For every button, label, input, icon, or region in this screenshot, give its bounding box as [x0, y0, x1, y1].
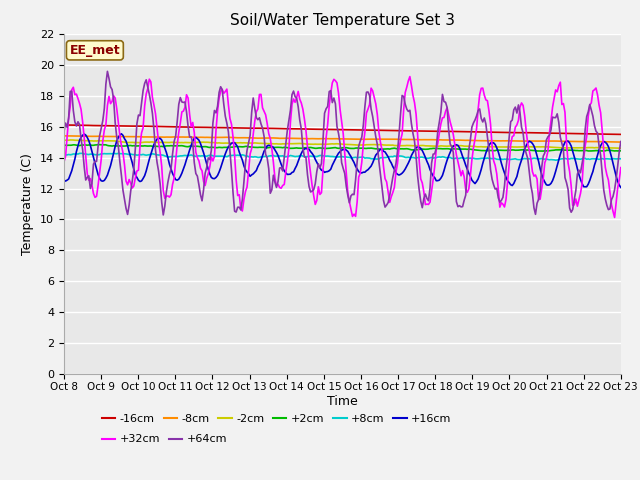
Text: EE_met: EE_met: [70, 44, 120, 57]
-2cm: [588, 145, 595, 151]
+16cm: [617, 184, 625, 190]
+16cm: [588, 173, 595, 179]
+2cm: [589, 148, 596, 154]
+64cm: [130, 166, 138, 172]
+64cm: [617, 139, 625, 144]
-2cm: [255, 141, 263, 146]
-8cm: [586, 139, 594, 144]
Line: -8cm: -8cm: [64, 136, 621, 142]
+2cm: [130, 143, 138, 148]
-16cm: [60, 122, 68, 128]
Line: -2cm: -2cm: [64, 140, 621, 148]
+2cm: [255, 144, 263, 150]
-2cm: [305, 141, 313, 147]
-8cm: [244, 135, 252, 141]
-8cm: [60, 133, 68, 139]
+16cm: [305, 146, 313, 152]
Title: Soil/Water Temperature Set 3: Soil/Water Temperature Set 3: [230, 13, 455, 28]
Line: +2cm: +2cm: [64, 144, 621, 151]
+8cm: [228, 153, 236, 158]
+2cm: [617, 148, 625, 154]
-2cm: [228, 140, 236, 146]
-16cm: [303, 126, 311, 132]
+8cm: [552, 157, 559, 163]
+16cm: [130, 166, 138, 172]
+32cm: [588, 100, 595, 106]
+16cm: [255, 161, 263, 167]
+2cm: [246, 144, 254, 150]
+64cm: [229, 190, 237, 196]
-2cm: [130, 140, 138, 145]
-16cm: [617, 132, 625, 137]
-16cm: [244, 125, 252, 131]
-2cm: [60, 137, 68, 143]
-8cm: [617, 139, 625, 145]
Y-axis label: Temperature (C): Temperature (C): [22, 153, 35, 255]
-16cm: [226, 125, 234, 131]
-8cm: [303, 136, 311, 142]
+64cm: [60, 129, 68, 134]
-8cm: [226, 134, 234, 140]
+8cm: [110, 150, 118, 156]
-2cm: [246, 140, 254, 146]
-8cm: [254, 135, 262, 141]
+8cm: [60, 152, 68, 158]
Line: +64cm: +64cm: [64, 72, 621, 215]
+2cm: [305, 144, 313, 150]
+32cm: [226, 116, 234, 121]
+64cm: [104, 69, 111, 74]
-16cm: [586, 131, 594, 137]
+2cm: [228, 144, 236, 150]
Line: -16cm: -16cm: [64, 125, 621, 134]
Legend: +32cm, +64cm: +32cm, +64cm: [97, 430, 232, 449]
+32cm: [611, 215, 618, 220]
+32cm: [406, 74, 413, 80]
+8cm: [617, 156, 625, 162]
+2cm: [96, 142, 104, 147]
+32cm: [617, 165, 625, 170]
-2cm: [617, 145, 625, 151]
Line: +16cm: +16cm: [64, 134, 621, 187]
+64cm: [257, 121, 265, 127]
+64cm: [248, 109, 255, 115]
-16cm: [254, 125, 262, 131]
Line: +32cm: +32cm: [64, 77, 621, 217]
+16cm: [246, 173, 254, 179]
+2cm: [538, 148, 545, 154]
+32cm: [303, 144, 311, 150]
+64cm: [589, 113, 596, 119]
-2cm: [67, 137, 74, 143]
+64cm: [159, 212, 167, 218]
+32cm: [129, 185, 136, 191]
+32cm: [244, 168, 252, 174]
+16cm: [228, 140, 236, 146]
+16cm: [60, 177, 68, 183]
-2cm: [616, 145, 623, 151]
+64cm: [307, 189, 314, 195]
+8cm: [589, 156, 596, 162]
Line: +8cm: +8cm: [64, 153, 621, 160]
+8cm: [246, 154, 254, 160]
+32cm: [60, 159, 68, 165]
X-axis label: Time: Time: [327, 395, 358, 408]
+8cm: [130, 152, 138, 157]
+2cm: [60, 143, 68, 148]
+8cm: [255, 155, 263, 160]
-8cm: [129, 134, 136, 140]
+8cm: [305, 154, 313, 159]
-16cm: [129, 123, 136, 129]
+16cm: [118, 131, 125, 137]
+32cm: [254, 106, 262, 112]
